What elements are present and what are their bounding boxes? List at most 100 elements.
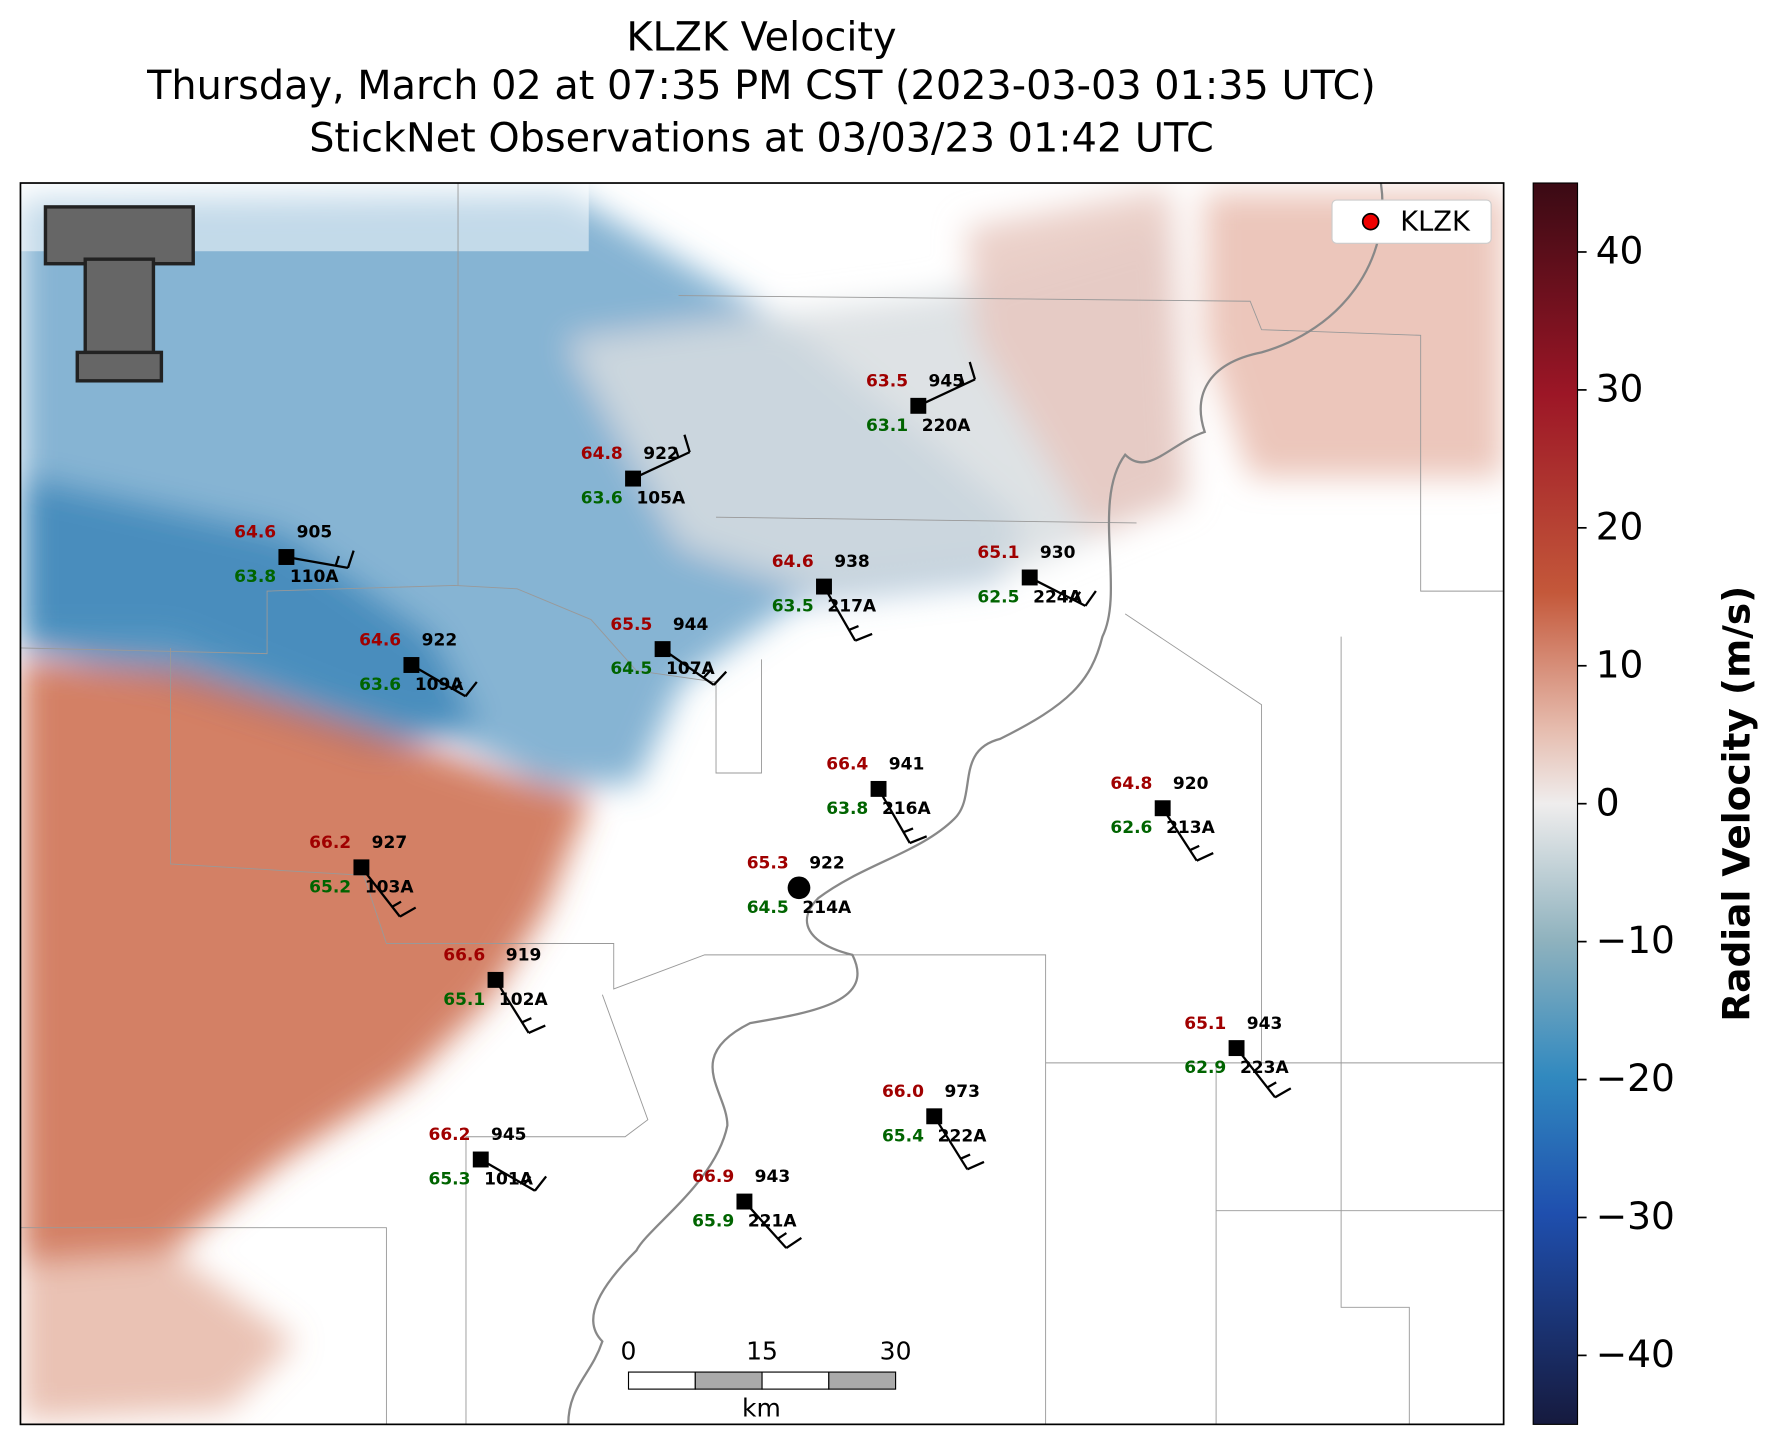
colorbar-tick-label: 10 [1596, 642, 1644, 686]
radar-site [787, 876, 811, 900]
temperature: 64.8 [1110, 774, 1152, 794]
river [567, 182, 1384, 1425]
wind-barb-flag [533, 1175, 548, 1192]
map-frame [19, 182, 1505, 1426]
scale-tick-label: 30 [880, 1337, 912, 1366]
wind-barb-flag [966, 1160, 985, 1171]
wind-barb-flag [399, 906, 417, 918]
dewpoint: 64.5 [747, 898, 789, 918]
station-id: 220A [922, 416, 972, 436]
county-line [20, 584, 762, 774]
colorbar-tick-label: 0 [1596, 780, 1620, 824]
wind-barb-flag [903, 827, 914, 834]
station: 66.4 941 63.8 216A [826, 755, 932, 845]
county-line [716, 516, 1137, 524]
wind-barb-flag [848, 625, 859, 631]
temperature: 66.2 [428, 1125, 470, 1145]
temperature: 65.1 [1184, 1014, 1226, 1034]
logo-foot [75, 350, 164, 383]
subtitle: Thursday, March 02 at 07:35 PM CST (2023… [146, 63, 1376, 109]
station-id: 214A [802, 898, 852, 918]
temperature: 65.1 [977, 543, 1019, 563]
wind-barb-staff [632, 451, 691, 480]
station: 66.2 945 65.3 101A [428, 1125, 548, 1192]
county-line [170, 647, 1047, 1425]
dewpoint: 65.3 [428, 1170, 470, 1190]
colorbar-tick-label: −10 [1596, 918, 1675, 962]
county-line [20, 1227, 387, 1425]
velocity-shading [20, 187, 1504, 1421]
station: 66.9 943 65.9 221A [692, 1167, 803, 1249]
temperature: 64.6 [234, 523, 276, 543]
wind-barb-flag [674, 447, 680, 458]
dewpoint: 65.1 [443, 990, 485, 1010]
wind-barb-flag [1196, 852, 1214, 862]
station-marker [926, 1108, 943, 1125]
temperature: 65.3 [747, 853, 789, 873]
wind-barb-staff [360, 866, 401, 918]
outbound-light [966, 187, 1188, 535]
station: 65.1 943 62.9 223A [1184, 1014, 1292, 1099]
pressure: 922 [422, 631, 458, 651]
county-line [1340, 636, 1410, 1425]
station-id: 102A [499, 990, 549, 1010]
radar-field [20, 183, 1504, 1421]
county-line [1124, 613, 1263, 1063]
dewpoint: 65.9 [692, 1212, 734, 1232]
pressure: 930 [1040, 543, 1076, 563]
wind-barb-flag [702, 669, 712, 679]
colorbar-tick-label: 20 [1596, 504, 1644, 548]
wind-barb-flag [854, 632, 873, 642]
station: 66.6 919 65.1 102A [443, 946, 549, 1034]
wind-barb-flag [391, 900, 402, 908]
wind-barb-staff [877, 788, 911, 844]
dewpoint: 64.5 [610, 659, 652, 679]
station-id: 103A [365, 877, 415, 897]
station-marker [816, 578, 832, 595]
dewpoint: 62.9 [1184, 1058, 1226, 1078]
wind-barb-flag [1189, 844, 1200, 852]
legend-label: KLZK [1400, 206, 1471, 237]
station-marker [1154, 800, 1171, 817]
wind-barb-flag [528, 1024, 546, 1034]
wind-barb-flag [909, 835, 928, 845]
wind-barb-staff [823, 585, 857, 642]
temperature: 64.6 [772, 552, 814, 572]
station-id: 216A [882, 799, 932, 819]
station-id: 223A [1240, 1058, 1290, 1078]
temperature: 66.4 [826, 755, 868, 775]
station-marker [870, 780, 887, 797]
dewpoint: 63.6 [581, 489, 623, 509]
outbound-area [20, 659, 591, 1262]
dewpoint: 65.4 [882, 1126, 924, 1146]
wind-barb-staff [1161, 807, 1198, 862]
wind-barb-flag [683, 434, 691, 453]
temperature: 65.5 [610, 615, 652, 635]
wind-barb-flag [523, 1175, 532, 1186]
colorbar-tick-label: 30 [1596, 367, 1644, 411]
wind-barb-flag [334, 555, 340, 567]
wind-barb-staff [410, 664, 467, 698]
station-marker [910, 397, 927, 414]
station-id: 101A [484, 1170, 534, 1190]
station: 65.5 944 64.5 107A [610, 615, 728, 686]
station-id: 221A [748, 1212, 798, 1232]
station-marker [353, 859, 370, 876]
scale-segment [694, 1371, 763, 1390]
station-id: 107A [666, 659, 716, 679]
outbound-south [20, 1250, 296, 1421]
temperature: 66.2 [309, 833, 351, 853]
station: 64.8 920 62.6 213A [1110, 774, 1216, 862]
pressure: 919 [506, 946, 542, 966]
temperature: 66.9 [692, 1167, 734, 1187]
pressure: 945 [929, 371, 965, 391]
station: 66.0 973 65.4 222A [882, 1082, 987, 1171]
subtitle: StickNet Observations at 03/03/23 01:42 … [309, 115, 1214, 161]
dewpoint: 62.5 [977, 587, 1019, 607]
dewpoint: 63.5 [772, 597, 814, 617]
station-id: 217A [827, 597, 877, 617]
wind-barb-flag [1274, 1087, 1292, 1099]
stations: 63.5 945 63.1 220A 64.8 922 63.6 105A 64.6 905 63.… [234, 361, 1292, 1249]
wind-barb-staff [480, 1158, 536, 1192]
